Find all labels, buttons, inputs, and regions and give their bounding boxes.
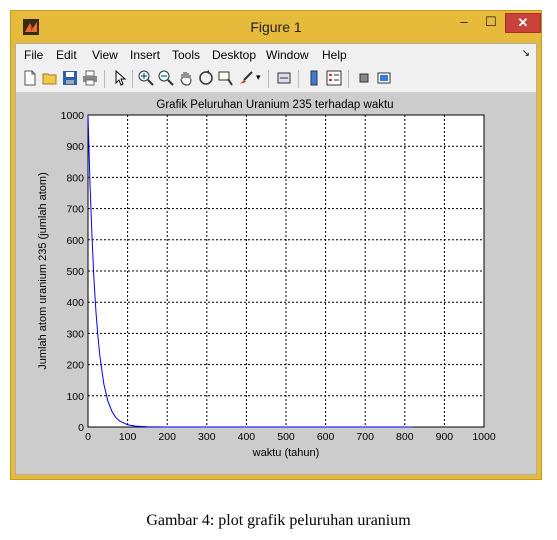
- menu-bar: File Edit View Insert Tools Desktop Wind…: [16, 44, 536, 66]
- x-tick-label: 1000: [472, 431, 496, 443]
- grid-lines: [88, 115, 484, 427]
- y-tick-label: 800: [66, 172, 84, 184]
- x-tick-label: 900: [436, 431, 454, 443]
- menu-view[interactable]: View: [92, 48, 118, 62]
- pointer-icon[interactable]: [112, 70, 128, 86]
- y-tick-label: 1000: [61, 110, 85, 122]
- x-tick-labels: 0 100 200 300 400 500 600 700 800 900 1000: [85, 431, 496, 443]
- menu-insert[interactable]: Insert: [130, 48, 161, 62]
- menu-help[interactable]: Help: [322, 48, 347, 62]
- x-axis-label: waktu (tahun): [252, 447, 320, 459]
- x-tick-label: 300: [198, 431, 216, 443]
- y-tick-label: 0: [78, 422, 84, 434]
- minimize-button[interactable]: –: [460, 14, 468, 29]
- y-tick-label: 400: [66, 297, 84, 309]
- y-tick-label: 500: [66, 266, 84, 278]
- window-title: Figure 1: [250, 19, 302, 35]
- save-icon[interactable]: [62, 70, 78, 86]
- y-tick-label: 700: [66, 204, 84, 216]
- y-tick-label: 900: [66, 141, 84, 153]
- menu-window[interactable]: Window: [266, 48, 309, 62]
- x-tick-label: 0: [85, 431, 91, 443]
- decay-series-line: [87, 114, 413, 428]
- data-cursor-icon[interactable]: [218, 70, 234, 86]
- link-icon[interactable]: [276, 70, 292, 86]
- title-bar[interactable]: Figure 1 – ☐ ✕: [11, 11, 541, 43]
- rotate-3d-icon[interactable]: [198, 70, 214, 86]
- figure-toolbar: ▾: [16, 66, 536, 93]
- brush-icon[interactable]: [238, 70, 254, 86]
- brush-dropdown-icon[interactable]: ▾: [256, 72, 261, 82]
- open-file-icon[interactable]: [42, 70, 58, 86]
- x-tick-label: 100: [119, 431, 137, 443]
- x-tick-label: 600: [317, 431, 335, 443]
- close-button[interactable]: ✕: [505, 13, 541, 33]
- menu-edit[interactable]: Edit: [56, 48, 77, 62]
- decay-chart[interactable]: Grafik Peluruhan Uranium 235 terhadap wa…: [16, 93, 536, 474]
- x-tick-label: 400: [238, 431, 256, 443]
- toolbar-separator: [268, 70, 269, 88]
- y-tick-label: 200: [66, 360, 84, 372]
- colorbar-icon[interactable]: [306, 70, 322, 86]
- toolbar-separator: [104, 70, 105, 88]
- print-icon[interactable]: [82, 70, 98, 86]
- legend-icon[interactable]: [326, 70, 342, 86]
- figure-window: Figure 1 – ☐ ✕ File Edit View Insert Too…: [10, 10, 542, 480]
- y-tick-label: 300: [66, 328, 84, 340]
- zoom-out-icon[interactable]: [158, 70, 174, 86]
- show-plot-tools-icon[interactable]: [376, 70, 392, 86]
- x-tick-label: 500: [277, 431, 295, 443]
- menu-file[interactable]: File: [24, 48, 44, 62]
- toolbar-separator: [348, 70, 349, 88]
- menu-desktop[interactable]: Desktop: [212, 48, 257, 62]
- hide-plot-tools-icon[interactable]: [356, 70, 372, 86]
- new-figure-icon[interactable]: [22, 70, 38, 86]
- toolbar-separator: [132, 70, 133, 88]
- toolbar-separator: [298, 70, 299, 88]
- menu-overflow-icon[interactable]: ↘: [521, 48, 530, 59]
- y-tick-label: 100: [66, 391, 84, 403]
- zoom-in-icon[interactable]: [138, 70, 154, 86]
- x-tick-label: 200: [158, 431, 176, 443]
- x-tick-label: 700: [356, 431, 374, 443]
- y-tick-label: 600: [66, 235, 84, 247]
- figure-caption: Gambar 4: plot grafik peluruhan uranium: [146, 512, 411, 529]
- chart-title: Grafik Peluruhan Uranium 235 terhadap wa…: [156, 99, 393, 111]
- matlab-icon: [23, 19, 39, 35]
- y-tick-labels: 0 100 200 300 400 500 600 700 800 900 1000: [61, 110, 85, 434]
- maximize-button[interactable]: ☐: [485, 14, 497, 29]
- figure-client-area: File Edit View Insert Tools Desktop Wind…: [15, 43, 537, 475]
- plot-area: Grafik Peluruhan Uranium 235 terhadap wa…: [16, 93, 536, 474]
- menu-tools[interactable]: Tools: [172, 48, 201, 62]
- y-axis-label: Jumlah atom uranium 235 (jumlah atom): [37, 172, 49, 369]
- pan-icon[interactable]: [178, 70, 194, 86]
- x-tick-label: 800: [396, 431, 414, 443]
